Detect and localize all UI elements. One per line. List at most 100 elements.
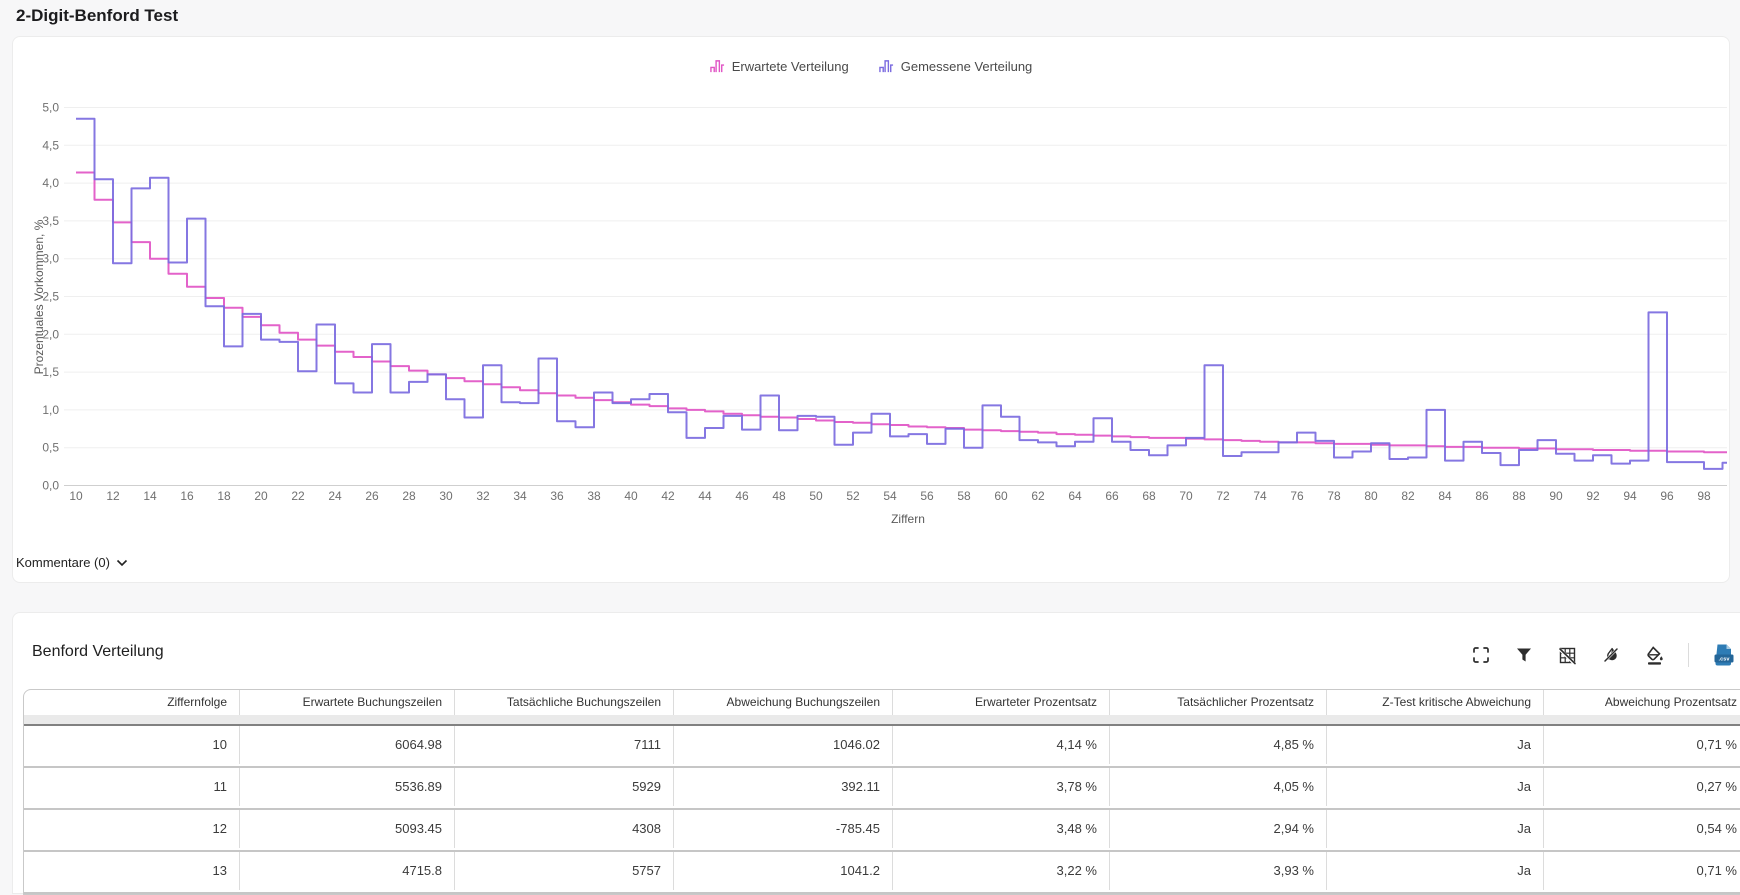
x-tick-label: 24 xyxy=(328,489,342,503)
table-row: 134715.857571041.23,22 %3,93 %Ja0,71 % xyxy=(24,852,1740,894)
table-cell: 3,78 % xyxy=(893,768,1110,806)
no-highlight-icon[interactable] xyxy=(1601,645,1621,665)
table-cell: 13 xyxy=(24,852,240,890)
benford-step-chart: Prozentuales Vorkommen, % Ziffern 0,00,5… xyxy=(13,37,1727,537)
x-tick-label: 62 xyxy=(1031,489,1045,503)
x-tick-label: 48 xyxy=(772,489,786,503)
table-cell: 4715.8 xyxy=(240,852,455,890)
table-cell: 3,93 % xyxy=(1110,852,1327,890)
x-tick-label: 28 xyxy=(402,489,416,503)
x-tick-label: 30 xyxy=(439,489,453,503)
x-tick-label: 60 xyxy=(994,489,1008,503)
benford-table: ZiffernfolgeErwartete BuchungszeilenTats… xyxy=(23,689,1740,895)
y-tick-label: 4,5 xyxy=(42,138,59,152)
x-tick-label: 14 xyxy=(143,489,157,503)
x-tick-label: 36 xyxy=(550,489,564,503)
y-tick-label: 4,0 xyxy=(42,176,59,190)
x-tick-label: 32 xyxy=(476,489,490,503)
table-header-row: ZiffernfolgeErwartete BuchungszeilenTats… xyxy=(24,690,1740,715)
column-header-5[interactable]: Erwarteter Prozentsatz xyxy=(893,690,1110,715)
table-cell: 5929 xyxy=(455,768,674,806)
fill-icon[interactable] xyxy=(1644,645,1665,666)
filter-icon[interactable] xyxy=(1514,645,1534,665)
x-tick-label: 94 xyxy=(1623,489,1637,503)
table-cell: 10 xyxy=(24,726,240,764)
table-cell: Ja xyxy=(1327,810,1544,848)
x-tick-label: 84 xyxy=(1438,489,1452,503)
table-cell: 5536.89 xyxy=(240,768,455,806)
y-tick-label: 3,5 xyxy=(42,214,59,228)
page-title: 2-Digit-Benford Test xyxy=(16,6,178,26)
column-header-7[interactable]: Z-Test kritische Abweichung xyxy=(1327,690,1544,715)
x-tick-label: 38 xyxy=(587,489,601,503)
column-header-1[interactable]: Ziffernfolge xyxy=(24,690,240,715)
table-cell: 1046.02 xyxy=(674,726,893,764)
x-tick-label: 74 xyxy=(1253,489,1267,503)
column-header-4[interactable]: Abweichung Buchungszeilen xyxy=(674,690,893,715)
table-cell: Ja xyxy=(1327,768,1544,806)
x-tick-label: 80 xyxy=(1364,489,1378,503)
y-tick-label: 0,5 xyxy=(42,441,59,455)
x-tick-label: 82 xyxy=(1401,489,1415,503)
table-cell: Ja xyxy=(1327,726,1544,764)
toolbar-separator xyxy=(1688,643,1689,667)
expand-icon[interactable] xyxy=(1471,645,1491,665)
x-tick-label: 64 xyxy=(1068,489,1082,503)
table-row: 125093.454308-785.453,48 %2,94 %Ja0,54 % xyxy=(24,810,1740,852)
table-toolbar: .csv .xls xyxy=(1471,643,1740,667)
y-tick-label: 0,0 xyxy=(42,479,59,493)
table-cell: 7111 xyxy=(455,726,674,764)
table-row: 115536.895929392.113,78 %4,05 %Ja0,27 % xyxy=(24,768,1740,810)
chevron-down-icon xyxy=(116,559,128,567)
x-tick-label: 34 xyxy=(513,489,527,503)
table-cell: 12 xyxy=(24,810,240,848)
x-tick-label: 98 xyxy=(1697,489,1711,503)
table-cell: 0,54 % xyxy=(1544,810,1740,848)
x-tick-label: 12 xyxy=(106,489,120,503)
table-cell: Ja xyxy=(1327,852,1544,890)
x-tick-label: 72 xyxy=(1216,489,1230,503)
table-body: 106064.9871111046.024,14 %4,85 %Ja0,71 %… xyxy=(24,726,1740,894)
x-tick-label: 44 xyxy=(698,489,712,503)
x-tick-label: 58 xyxy=(957,489,971,503)
table-cell: 0,27 % xyxy=(1544,768,1740,806)
table-cell: 4,85 % xyxy=(1110,726,1327,764)
hide-gridlines-icon[interactable] xyxy=(1557,645,1578,666)
x-tick-label: 92 xyxy=(1586,489,1600,503)
column-header-8[interactable]: Abweichung Prozentsatz xyxy=(1544,690,1740,715)
table-cell: 3,48 % xyxy=(893,810,1110,848)
table-cell: 0,71 % xyxy=(1544,852,1740,890)
export-csv-icon[interactable]: .csv xyxy=(1712,643,1736,667)
comments-toggle[interactable]: Kommentare (0) xyxy=(16,555,128,570)
csv-label: .csv xyxy=(1719,657,1731,663)
column-header-2[interactable]: Erwartete Buchungszeilen xyxy=(240,690,455,715)
table-cell: 3,22 % xyxy=(893,852,1110,890)
y-tick-label: 2,5 xyxy=(42,290,59,304)
x-tick-label: 10 xyxy=(69,489,83,503)
y-tick-label: 5,0 xyxy=(42,101,59,115)
column-header-6[interactable]: Tatsächlicher Prozentsatz xyxy=(1110,690,1327,715)
table-cell: 6064.98 xyxy=(240,726,455,764)
x-tick-label: 68 xyxy=(1142,489,1156,503)
x-tick-label: 54 xyxy=(883,489,897,503)
y-tick-label: 3,0 xyxy=(42,252,59,266)
x-tick-label: 42 xyxy=(661,489,675,503)
table-cell: 5093.45 xyxy=(240,810,455,848)
x-tick-label: 20 xyxy=(254,489,268,503)
x-tick-label: 70 xyxy=(1179,489,1193,503)
measured-series-line xyxy=(76,119,1727,469)
table-cell: 392.11 xyxy=(674,768,893,806)
y-tick-label: 1,0 xyxy=(42,403,59,417)
column-header-3[interactable]: Tatsächliche Buchungszeilen xyxy=(455,690,674,715)
table-row: 106064.9871111046.024,14 %4,85 %Ja0,71 % xyxy=(24,726,1740,768)
table-title: Benford Verteilung xyxy=(32,643,164,661)
x-tick-label: 88 xyxy=(1512,489,1526,503)
x-tick-label: 78 xyxy=(1327,489,1341,503)
x-tick-label: 22 xyxy=(291,489,305,503)
x-tick-label: 52 xyxy=(846,489,860,503)
x-tick-label: 90 xyxy=(1549,489,1563,503)
chart-card: Erwartete Verteilung Gemessene Verteilun… xyxy=(12,36,1730,583)
x-tick-label: 18 xyxy=(217,489,231,503)
x-tick-label: 86 xyxy=(1475,489,1489,503)
x-tick-label: 50 xyxy=(809,489,823,503)
